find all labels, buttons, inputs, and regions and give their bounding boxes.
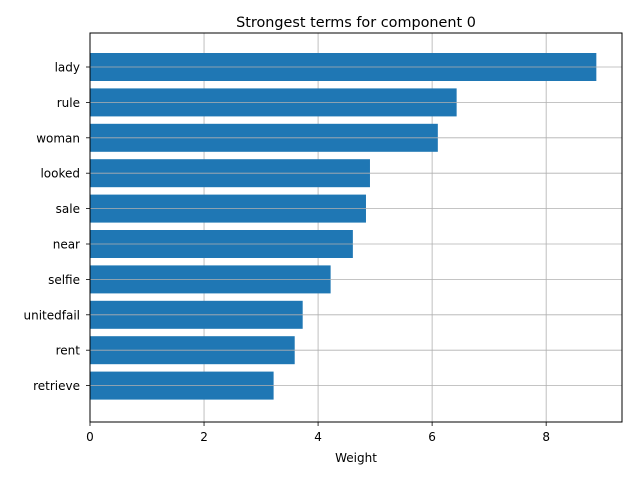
x-tick-label: 6 — [428, 430, 436, 444]
horizontal-grid — [90, 66, 622, 387]
y-tick-label-unitedfail: unitedfail — [24, 308, 81, 322]
y-tick-label-near: near — [53, 238, 80, 252]
x-tick-label: 0 — [86, 430, 94, 444]
y-tick-label-lady: lady — [55, 61, 80, 75]
x-tick-label: 4 — [314, 430, 322, 444]
y-tick-label-sale: sale — [56, 202, 80, 216]
y-tick-label-selfie: selfie — [48, 273, 80, 287]
y-tick-label-rule: rule — [57, 96, 80, 110]
plot-frame — [89, 32, 623, 423]
chart-title: Strongest terms for component 0 — [236, 15, 476, 31]
x-tick-label: 2 — [200, 430, 208, 444]
y-tick-label-rent: rent — [56, 344, 81, 358]
bars — [90, 53, 597, 400]
x-axis-ticks: 0 2 4 6 8 — [86, 422, 550, 444]
x-axis-label: Weight — [335, 451, 377, 465]
x-tick-label: 8 — [542, 430, 550, 444]
y-tick-label-looked: looked — [40, 167, 80, 181]
y-axis-ticks: lady rule woman looked sale near selfie unitedf… — [24, 61, 90, 393]
y-tick-label-retrieve: retrieve — [33, 379, 80, 393]
y-tick-label-woman: woman — [36, 131, 80, 145]
